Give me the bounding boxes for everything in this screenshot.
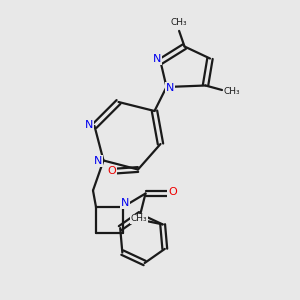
Text: N: N (94, 156, 103, 166)
Text: N: N (152, 54, 161, 64)
Text: N: N (85, 119, 94, 130)
Text: CH₃: CH₃ (171, 18, 188, 27)
Text: N: N (166, 83, 175, 93)
Text: N: N (121, 198, 130, 208)
Text: O: O (168, 187, 177, 197)
Text: CH₃: CH₃ (131, 214, 148, 224)
Text: O: O (107, 166, 116, 176)
Text: CH₃: CH₃ (223, 87, 240, 96)
